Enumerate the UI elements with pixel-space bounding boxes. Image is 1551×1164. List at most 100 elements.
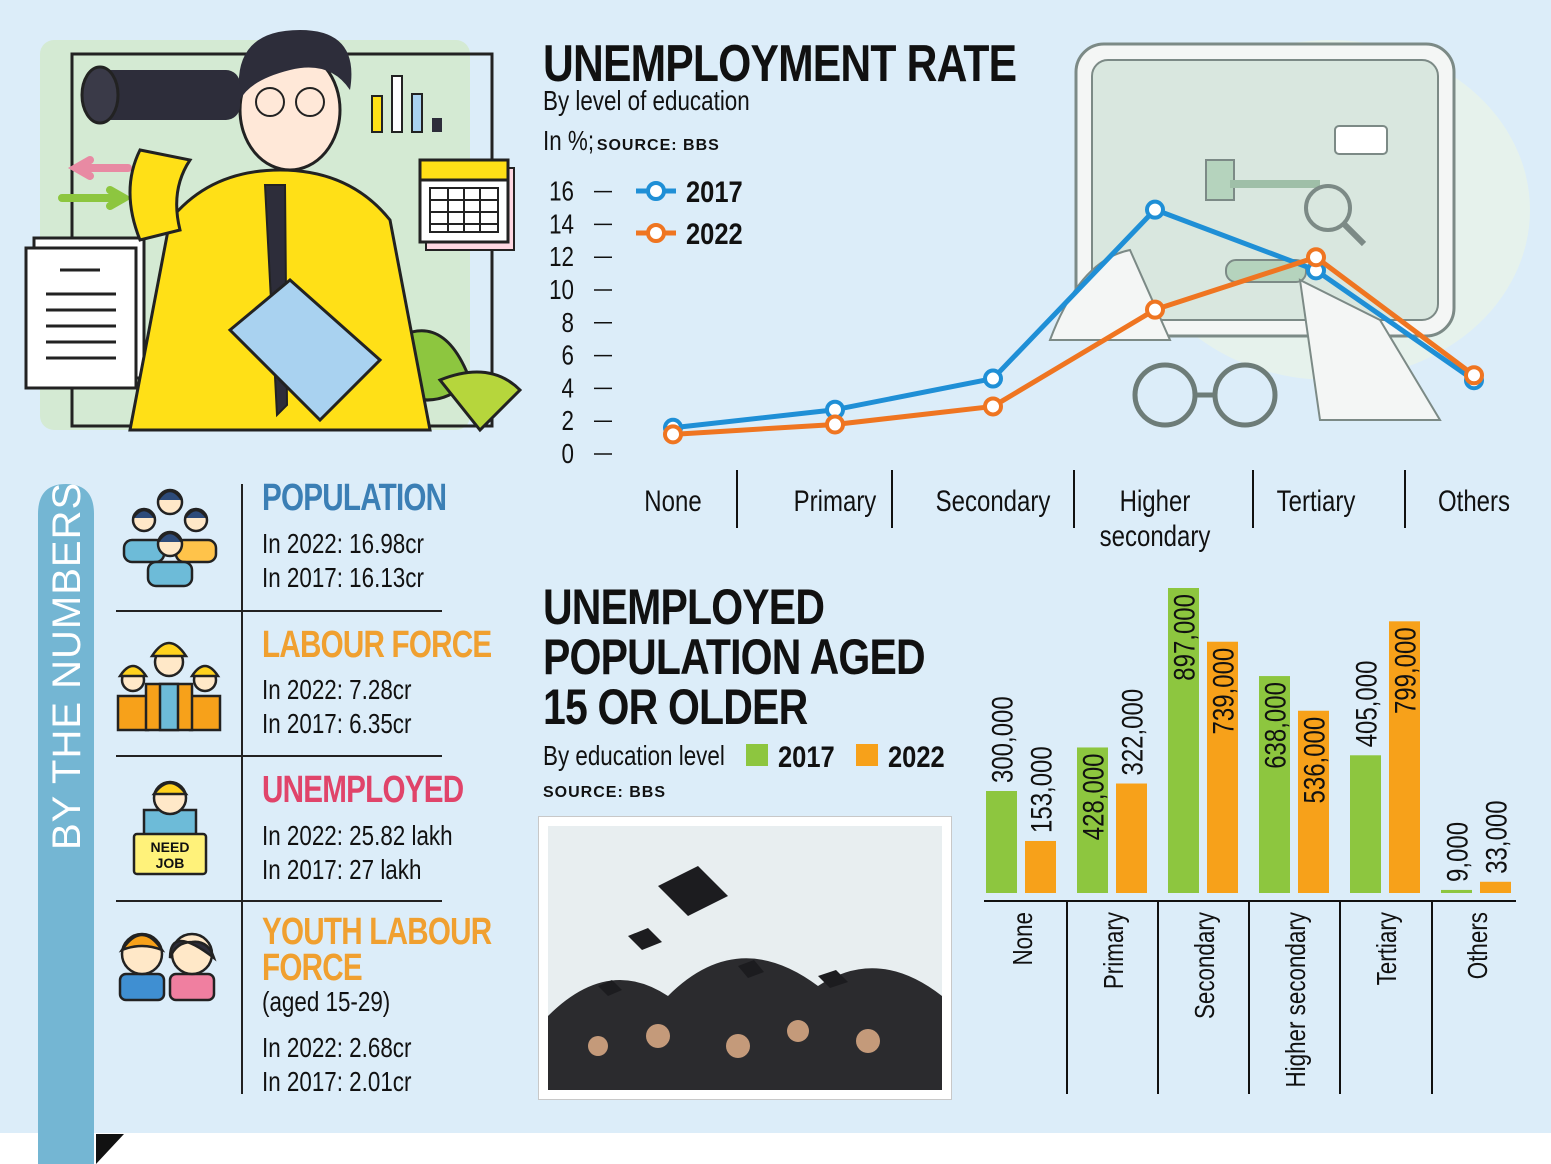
youth-labour-title-line2: FORCE <box>262 947 363 989</box>
series-line-2022 <box>672 254 1476 437</box>
x-label-higher-secondary-line2: secondary <box>1100 518 1211 552</box>
bar-label-2022-others: 33,000 <box>1479 800 1513 873</box>
bar-category-others: Others <box>1463 912 1494 979</box>
rate-chart-unit: In %; <box>543 125 595 156</box>
point-2017-higher-secondary <box>1145 199 1165 220</box>
y-tick-4: 4 <box>562 373 574 404</box>
unemployed-2017: In 2017: 27 lakh <box>262 854 422 885</box>
bar-label-2022-higher-secondary: 536,000 <box>1297 717 1331 804</box>
bar-chart-title: UNEMPLOYED POPULATION AGED 15 OR OLDER <box>543 579 926 735</box>
bar-2022-others <box>1480 881 1511 893</box>
x-label-primary: Primary <box>794 483 877 517</box>
point-2017-secondary <box>983 368 1003 389</box>
rate-chart-unit-line: In %; SOURCE: BBS <box>543 125 720 157</box>
y-tick-14: 14 <box>549 209 574 240</box>
bar-chart-subtitle: By education level <box>543 740 725 771</box>
unemployed-2022: In 2022: 25.82 lakh <box>262 820 453 851</box>
tablet-illustration <box>1048 40 1530 428</box>
bar-2017-none <box>986 790 1017 893</box>
youth-labour-title-line1: YOUTH LABOUR <box>262 911 492 953</box>
y-tick-0: 0 <box>562 439 574 470</box>
x-label-tertiary: Tertiary <box>1277 483 1356 517</box>
point-2022-higher-secondary <box>1145 299 1165 320</box>
legend-marker-2017 <box>646 181 666 201</box>
bar-2022-primary <box>1116 783 1147 893</box>
bar-2022-none <box>1025 840 1056 893</box>
bar-label-2017-secondary: 897,000 <box>1167 594 1201 681</box>
point-2022-none <box>663 424 683 445</box>
youth-labour-2017: In 2017: 2.01cr <box>262 1066 412 1097</box>
bar-label-2022-tertiary: 799,000 <box>1388 627 1422 714</box>
bar-2017-primary <box>1077 747 1108 893</box>
youth-labour-note: (aged 15-29) <box>262 986 391 1017</box>
y-tick-10: 10 <box>549 275 574 306</box>
bar-chart-title-line1: UNEMPLOYED <box>543 579 825 635</box>
stats-divider-3 <box>116 900 442 902</box>
stats-divider-1 <box>116 610 442 612</box>
bar-2022-tertiary <box>1389 621 1420 893</box>
youth-labour-2022: In 2022: 2.68cr <box>262 1032 412 1063</box>
population-icon <box>122 488 218 588</box>
point-2022-primary <box>825 414 845 435</box>
population-2017: In 2017: 16.13cr <box>262 562 424 593</box>
point-2022-others <box>1464 365 1484 386</box>
sidebar-ribbon <box>38 484 124 1164</box>
x-label-none: None <box>644 483 701 517</box>
bar-2022-higher-secondary <box>1298 710 1329 893</box>
bar-category-tertiary: Tertiary <box>1372 912 1403 986</box>
job-search-illustration <box>24 30 523 433</box>
labour-force-2017: In 2017: 6.35cr <box>262 708 412 739</box>
bar-legend-swatch-2017 <box>746 744 768 766</box>
x-label-others: Others <box>1438 483 1510 517</box>
workers-icon <box>116 641 222 732</box>
point-2022-tertiary <box>1306 247 1326 268</box>
bar-2017-others <box>1441 889 1472 893</box>
labour-force-title: LABOUR FORCE <box>262 624 492 666</box>
youth-labour-title: YOUTH LABOUR FORCE <box>262 911 492 989</box>
bar-2017-higher-secondary <box>1259 676 1290 893</box>
stats-divider-vertical <box>241 484 243 1094</box>
bar-label-2017-tertiary: 405,000 <box>1349 661 1383 748</box>
binoculars-icon <box>80 65 240 125</box>
sidebar-label: BY THE NUMBERS <box>45 481 89 850</box>
legend-label-2017: 2017 <box>686 175 743 208</box>
need-job-sign-line1: NEED <box>151 839 190 855</box>
rate-chart-title: UNEMPLOYMENT RATE <box>543 35 1017 93</box>
legend-marker-2022 <box>646 223 666 243</box>
labour-force-2022: In 2022: 7.28cr <box>262 674 412 705</box>
bar-category-secondary: Secondary <box>1190 912 1221 1019</box>
legend-label-2022: 2022 <box>686 217 743 250</box>
bar-label-2017-primary: 428,000 <box>1076 753 1110 840</box>
bar-label-2022-secondary: 739,000 <box>1206 648 1240 735</box>
bar-label-2022-primary: 322,000 <box>1115 689 1149 776</box>
bar-category-none: None <box>1008 912 1039 966</box>
x-label-higher-secondary-line1: Higher <box>1120 483 1191 517</box>
population-title: POPULATION <box>262 477 447 519</box>
document-icon <box>24 236 146 390</box>
y-tick-6: 6 <box>562 340 574 371</box>
rate-chart-subtitle: By level of education <box>543 85 750 116</box>
bar-chart-source: SOURCE: BBS <box>543 784 667 801</box>
bar-chart-title-line3: 15 OR OLDER <box>543 679 808 735</box>
rate-chart-source: SOURCE: BBS <box>596 137 720 154</box>
bar-legend-swatch-2022 <box>856 744 878 766</box>
bar-2017-tertiary <box>1350 755 1381 893</box>
youth-icon <box>118 932 217 1002</box>
unemployed-title: UNEMPLOYED <box>262 769 464 811</box>
bar-category-primary: Primary <box>1099 912 1130 989</box>
population-2022: In 2022: 16.98cr <box>262 528 424 559</box>
calendar-icon <box>418 158 515 251</box>
bar-legend-label-2022: 2022 <box>888 740 945 773</box>
bar-legend-label-2017: 2017 <box>778 740 835 773</box>
bar-label-2022-none: 153,000 <box>1024 746 1058 833</box>
bar-2017-secondary <box>1168 588 1199 893</box>
y-tick-8: 8 <box>562 308 574 339</box>
point-2022-secondary <box>983 396 1003 417</box>
need-job-sign-line2: JOB <box>156 855 185 871</box>
y-tick-12: 12 <box>549 242 574 273</box>
series-line-2017 <box>672 207 1476 431</box>
x-label-secondary: Secondary <box>936 483 1051 517</box>
